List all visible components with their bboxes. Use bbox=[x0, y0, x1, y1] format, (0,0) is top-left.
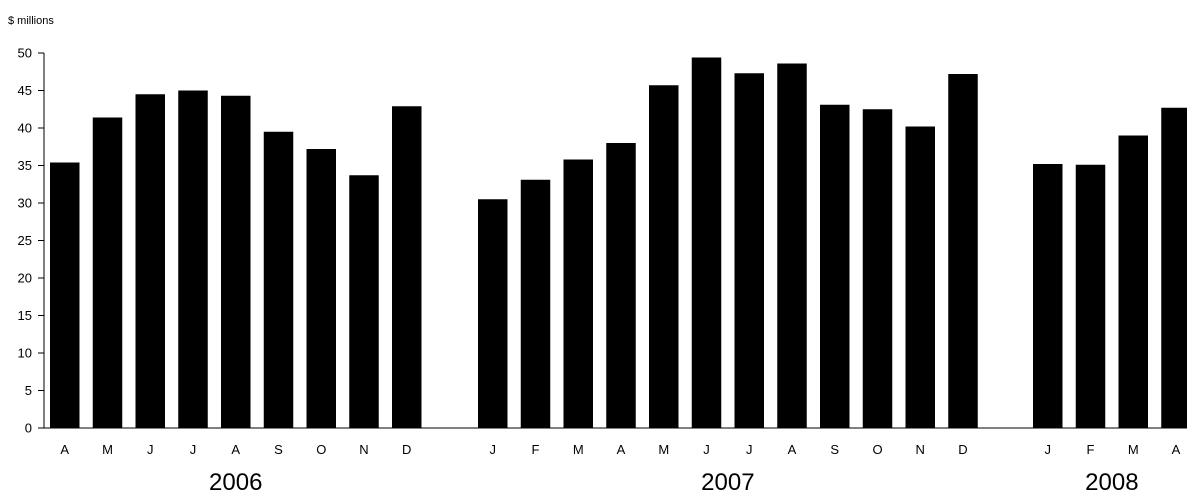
y-tick-label: 20 bbox=[18, 271, 32, 286]
bar-2008-4 bbox=[1161, 107, 1187, 428]
year-label-2008: 2008 bbox=[1085, 469, 1138, 496]
month-label: S bbox=[830, 442, 839, 457]
month-label: N bbox=[359, 442, 368, 457]
month-label: J bbox=[1045, 442, 1052, 457]
bar-2006-8 bbox=[349, 175, 379, 428]
month-label: M bbox=[573, 442, 584, 457]
x-axis-year-labels: 2006 2007 2008 bbox=[209, 469, 1139, 496]
month-label: A bbox=[1172, 442, 1181, 457]
y-tick-label: 45 bbox=[18, 83, 32, 98]
year-label-2006: 2006 bbox=[209, 469, 262, 496]
y-tick-label: 0 bbox=[25, 421, 32, 436]
y-tick-label: 50 bbox=[18, 46, 32, 61]
bar-2006-4 bbox=[178, 90, 208, 428]
month-label: A bbox=[788, 442, 797, 457]
month-label: A bbox=[60, 442, 69, 457]
bar-2008-2 bbox=[1075, 164, 1106, 428]
bar-2006-9 bbox=[392, 106, 422, 428]
month-label: D bbox=[958, 442, 967, 457]
month-label: N bbox=[916, 442, 925, 457]
bar-2006-3 bbox=[135, 94, 165, 428]
month-label: J bbox=[490, 442, 497, 457]
y-axis-ticks: 0 5 10 15 20 25 30 35 40 45 50 bbox=[18, 46, 44, 436]
month-label: J bbox=[190, 442, 197, 457]
bar-2007-12 bbox=[948, 74, 978, 428]
bar-2008-1 bbox=[1033, 164, 1063, 428]
month-label: J bbox=[746, 442, 753, 457]
bar-2007-6 bbox=[691, 57, 722, 428]
bar-2007-1 bbox=[478, 199, 508, 428]
bar-2007-8 bbox=[777, 63, 807, 428]
month-label: O bbox=[316, 442, 326, 457]
month-label: S bbox=[274, 442, 283, 457]
month-label: M bbox=[1128, 442, 1139, 457]
bar-2007-10 bbox=[862, 109, 893, 428]
bar-2007-3 bbox=[563, 159, 593, 428]
month-label: M bbox=[658, 442, 669, 457]
bar-2006-2 bbox=[92, 117, 123, 428]
bar-2006-5 bbox=[221, 95, 251, 428]
month-label: F bbox=[1087, 442, 1095, 457]
bar-2007-5 bbox=[649, 85, 679, 428]
bar-2007-2 bbox=[520, 179, 551, 428]
month-label: J bbox=[703, 442, 710, 457]
bar-2008-3 bbox=[1118, 135, 1148, 428]
y-tick-label: 40 bbox=[18, 121, 32, 136]
y-tick-label: 35 bbox=[18, 158, 32, 173]
year-label-2007: 2007 bbox=[701, 469, 754, 496]
y-tick-label: 15 bbox=[18, 308, 32, 323]
bar-2006-7 bbox=[306, 149, 336, 428]
bar-2007-11 bbox=[905, 126, 935, 428]
month-label: F bbox=[532, 442, 540, 457]
y-tick-label: 10 bbox=[18, 346, 32, 361]
y-axis-unit-label: $ millions bbox=[8, 15, 54, 27]
month-label: O bbox=[872, 442, 882, 457]
month-label: J bbox=[147, 442, 154, 457]
month-label: M bbox=[102, 442, 113, 457]
y-tick-label: 25 bbox=[18, 233, 32, 248]
bar-2007-9 bbox=[820, 104, 850, 428]
bar-2007-7 bbox=[734, 73, 764, 428]
bars bbox=[50, 57, 1187, 428]
bar-2006-1 bbox=[50, 162, 80, 428]
y-tick-label: 30 bbox=[18, 196, 32, 211]
month-label: D bbox=[402, 442, 411, 457]
y-tick-label: 5 bbox=[25, 383, 32, 398]
month-label: A bbox=[231, 442, 240, 457]
month-label: A bbox=[617, 442, 626, 457]
bar-2007-4 bbox=[606, 143, 636, 428]
bar-2006-6 bbox=[263, 131, 294, 428]
